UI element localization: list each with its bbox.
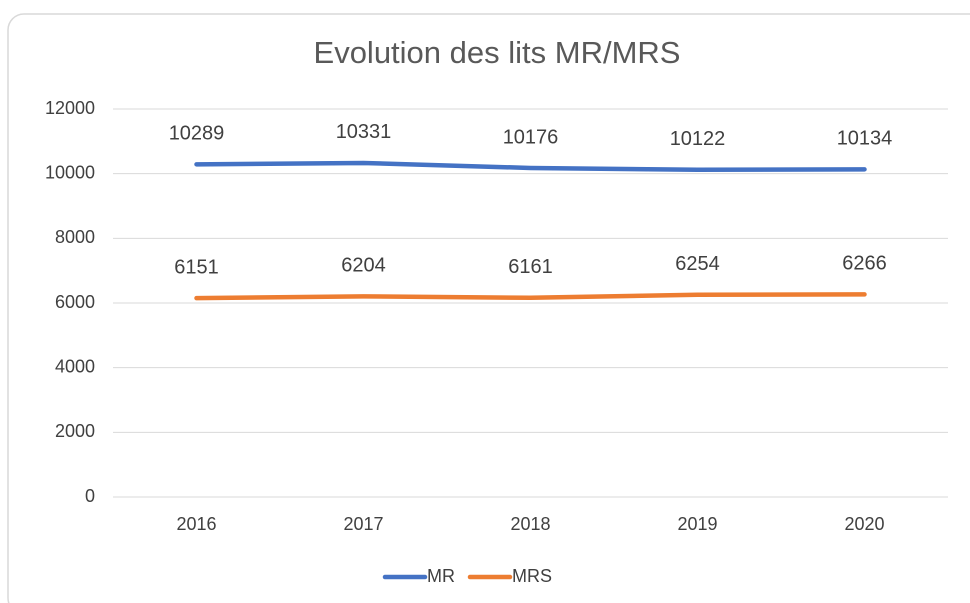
legend-label: MR bbox=[427, 566, 455, 586]
data-label: 6266 bbox=[842, 253, 887, 275]
x-tick-label: 2018 bbox=[510, 514, 550, 534]
y-tick-label: 2000 bbox=[55, 421, 95, 441]
x-tick-label: 2020 bbox=[844, 514, 884, 534]
x-tick-label: 2019 bbox=[677, 514, 717, 534]
data-label: 10122 bbox=[670, 128, 726, 150]
data-label: 6151 bbox=[174, 256, 219, 278]
chart-frame bbox=[7, 13, 970, 603]
y-tick-label: 12000 bbox=[45, 98, 95, 118]
data-label: 10176 bbox=[503, 126, 559, 148]
data-label: 10331 bbox=[336, 121, 392, 143]
data-label: 6254 bbox=[675, 253, 720, 275]
chart-title: Evolution des lits MR/MRS bbox=[314, 35, 681, 70]
x-tick-label: 2017 bbox=[343, 514, 383, 534]
y-tick-label: 4000 bbox=[55, 356, 95, 376]
data-label: 6161 bbox=[508, 256, 553, 278]
data-line bbox=[194, 160, 867, 172]
x-tick-label: 2016 bbox=[176, 514, 216, 534]
y-tick-label: 6000 bbox=[55, 292, 95, 312]
y-tick-label: 0 bbox=[85, 486, 95, 506]
data-label: 6204 bbox=[341, 255, 386, 277]
data-label: 10289 bbox=[169, 123, 225, 145]
y-tick-label: 8000 bbox=[55, 227, 95, 247]
legend-label: MRS bbox=[512, 566, 552, 586]
y-tick-label: 10000 bbox=[45, 162, 95, 182]
data-line bbox=[194, 292, 867, 301]
data-label: 10134 bbox=[837, 128, 893, 150]
